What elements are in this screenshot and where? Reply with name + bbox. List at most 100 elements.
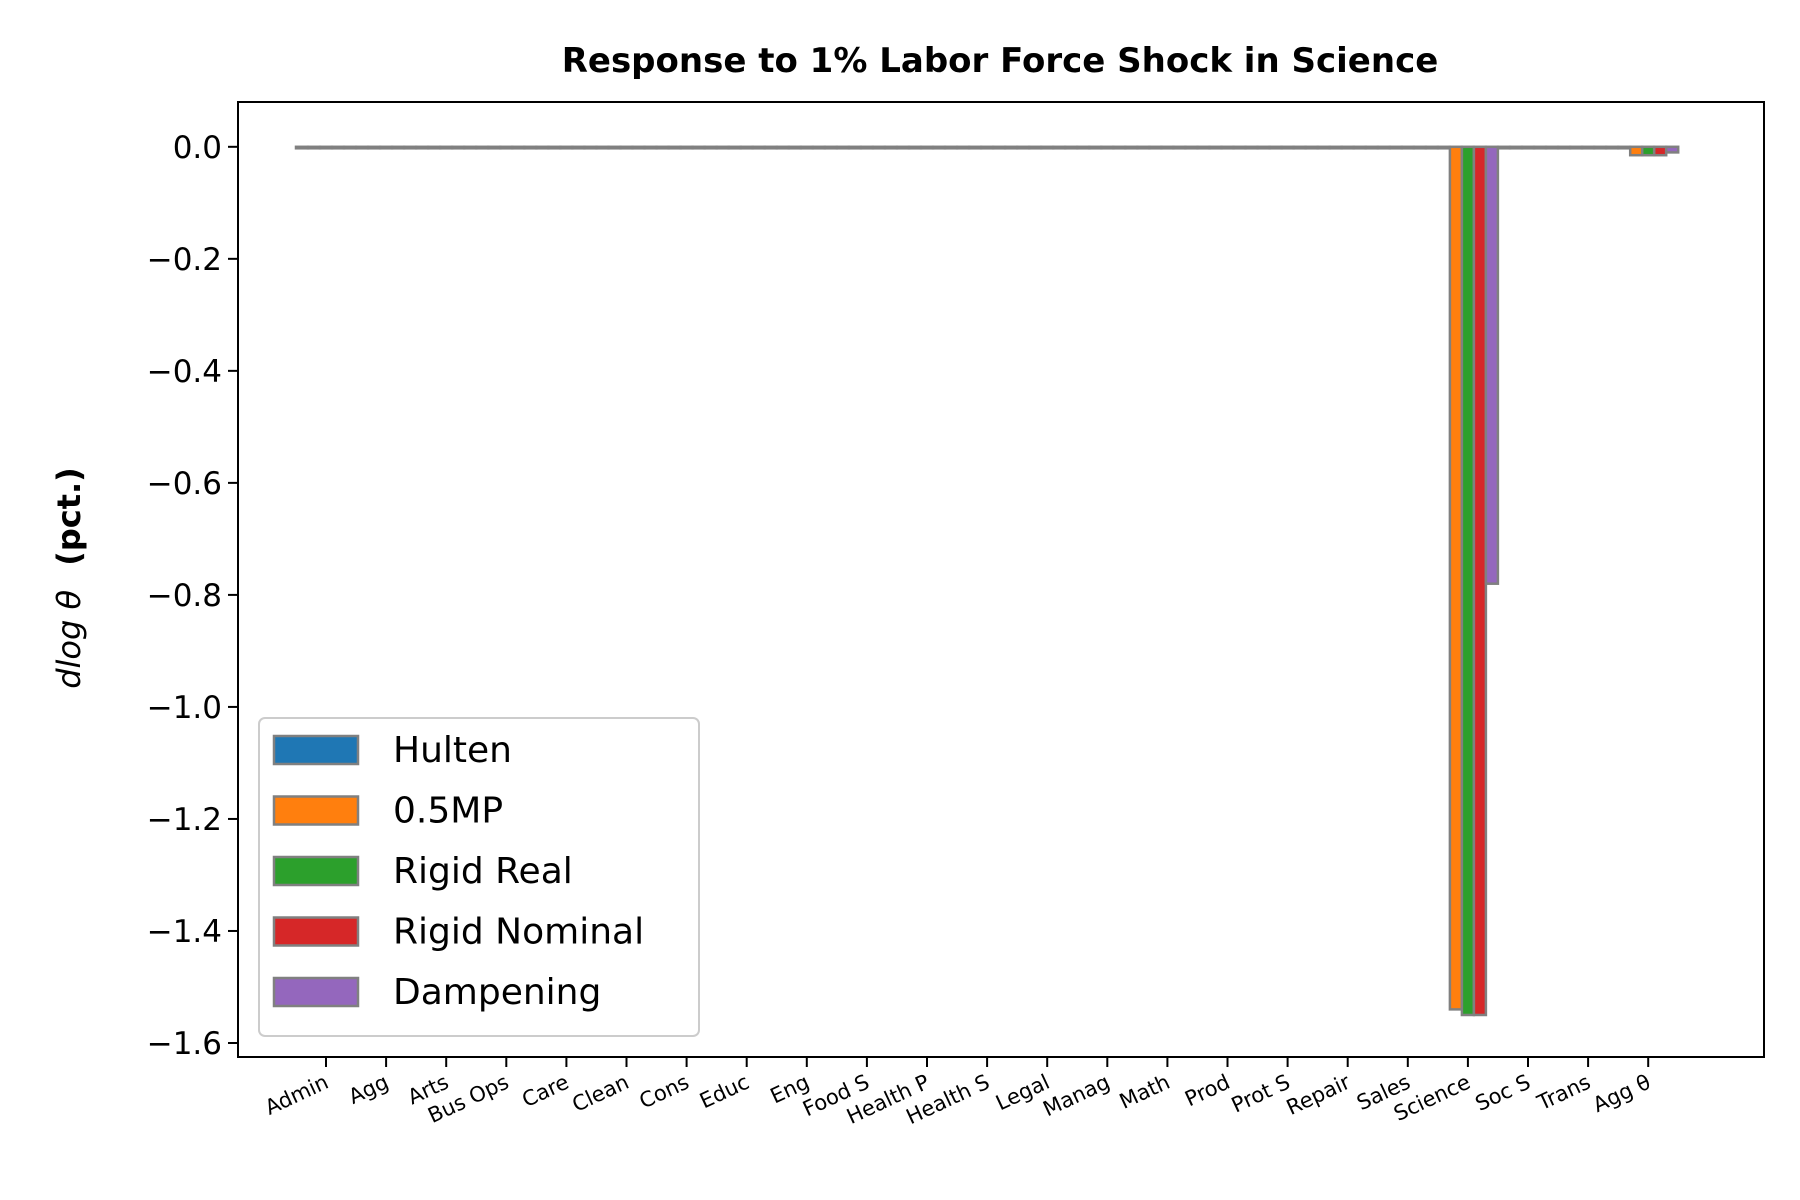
bar-rigid-nominal-trans (1592, 145, 1608, 150)
legend-swatch-hulten (272, 734, 360, 766)
y-tick-label: −0.2 (147, 242, 222, 278)
bar-dampening-math (1184, 145, 1199, 150)
bar-dampening-soc-s (1544, 145, 1560, 150)
bar-hulten-science (1436, 145, 1452, 150)
bar-hulten-eng (775, 145, 791, 150)
bar-hulten-cons (655, 145, 670, 150)
legend-swatch-rigid-nominal (272, 916, 360, 947)
bar-dampening-agg (402, 145, 418, 150)
bar-rigid-nominal-soc-s (1532, 145, 1548, 150)
y-tick-label: −0.6 (147, 466, 222, 502)
bar-rigid-nominal-eng (811, 145, 827, 150)
bar-rigid-real-health-s (979, 145, 995, 150)
bar-0-5mp-soc-s (1508, 145, 1524, 150)
bar-rigid-real-admin (318, 145, 334, 150)
bar-dampening-cons (703, 145, 718, 150)
axes-frame (237, 101, 1765, 1058)
y-axis-label-unit: (pct.) (50, 467, 88, 566)
bar-rigid-nominal-repair (1352, 145, 1367, 150)
bar-dampening-food-s (883, 145, 899, 150)
bar-rigid-nominal-prot-s (1292, 145, 1307, 150)
bar-rigid-nominal-arts (450, 145, 466, 150)
legend-label-rigid-real: Rigid Real (393, 851, 573, 892)
bar-rigid-real-agg- (1640, 145, 1656, 157)
bar-hulten-bus-ops (475, 145, 490, 150)
bar-rigid-nominal-admin (330, 145, 346, 150)
bar-rigid-real-educ (739, 145, 754, 150)
bar-hulten-sales (1376, 145, 1392, 150)
legend-label-rigid-nominal: Rigid Nominal (393, 912, 644, 953)
bar-hulten-trans (1556, 145, 1572, 150)
bar-0-5mp-legal (1027, 145, 1043, 150)
bar-dampening-sales (1424, 145, 1440, 150)
chart-title: Response to 1% Labor Force Shock in Scie… (562, 41, 1439, 81)
bar-0-5mp-health-s (967, 145, 983, 150)
bar-dampening-clean (643, 145, 658, 150)
bar-dampening-legal (1063, 145, 1079, 150)
bar-hulten-soc-s (1496, 145, 1512, 150)
bar-hulten-prod (1196, 145, 1211, 150)
y-tick-label: −1.6 (147, 1026, 222, 1062)
bar-rigid-real-bus-ops (499, 145, 514, 150)
bar-rigid-nominal-prod (1232, 145, 1247, 150)
bar-rigid-real-math (1160, 145, 1175, 150)
bar-rigid-nominal-bus-ops (511, 145, 526, 150)
bar-0-5mp-trans (1568, 145, 1584, 150)
bar-hulten-food-s (835, 145, 851, 150)
legend-box (258, 717, 700, 1037)
bar-0-5mp-math (1148, 145, 1163, 150)
bar-0-5mp-prod (1208, 145, 1223, 150)
bar-dampening-educ (763, 145, 778, 150)
bar-rigid-nominal-agg (390, 145, 406, 150)
bar-hulten-educ (715, 145, 730, 150)
bar-rigid-real-health-p (919, 145, 935, 150)
legend: Hulten 0.5MP Rigid Real Rigid Nominal Dampen… (258, 717, 700, 1037)
bar-hulten-arts (414, 145, 430, 150)
bar-dampening-bus-ops (523, 145, 538, 150)
y-tick-label: −1.0 (147, 690, 222, 726)
bar-dampening-manag (1124, 145, 1139, 150)
y-tick-label: −1.2 (147, 802, 222, 838)
bar-0-5mp-eng (787, 145, 803, 150)
bar-rigid-nominal-sales (1412, 145, 1428, 150)
bar-rigid-nominal-science (1472, 145, 1488, 1017)
bar-rigid-real-science (1460, 145, 1476, 1017)
y-tick-label: −1.4 (147, 914, 222, 950)
bar-rigid-nominal-food-s (871, 145, 887, 150)
bar-0-5mp-sales (1388, 145, 1404, 150)
bar-dampening-science (1484, 145, 1500, 585)
bar-rigid-nominal-manag (1112, 145, 1127, 150)
bar-rigid-nominal-cons (691, 145, 706, 150)
bar-rigid-nominal-legal (1051, 145, 1067, 150)
bar-dampening-care (583, 145, 598, 150)
bar-dampening-health-p (943, 145, 959, 150)
bar-dampening-eng (823, 145, 839, 150)
bar-hulten-legal (1015, 145, 1031, 150)
bar-0-5mp-repair (1328, 145, 1343, 150)
bar-0-5mp-educ (727, 145, 742, 150)
bar-0-5mp-health-p (907, 145, 923, 150)
bar-dampening-health-s (1003, 145, 1019, 150)
y-axis: 0.0 −0.2 −0.4 −0.6 −0.8 −1.0 −1.2 −1.4 −1.6 (147, 130, 238, 1062)
bar-hulten-agg- (1616, 145, 1632, 150)
bar-hulten-care (535, 145, 550, 150)
bar-0-5mp-arts (426, 145, 442, 150)
bar-hulten-health-s (955, 145, 971, 150)
bar-hulten-manag (1076, 145, 1091, 150)
bar-0-5mp-agg (366, 145, 382, 150)
bar-rigid-real-arts (438, 145, 454, 150)
bar-dampening-admin (342, 145, 358, 150)
y-tick-label: −0.8 (147, 578, 222, 614)
bar-dampening-agg- (1664, 145, 1680, 154)
bar-rigid-real-soc-s (1520, 145, 1536, 150)
bar-0-5mp-admin (306, 145, 322, 150)
bar-rigid-real-sales (1400, 145, 1416, 150)
bar-rigid-real-manag (1100, 145, 1115, 150)
bar-0-5mp-bus-ops (487, 145, 502, 150)
bar-rigid-real-prod (1220, 145, 1235, 150)
y-axis-label: dlog θ (pct.) (50, 467, 88, 689)
bar-rigid-real-repair (1340, 145, 1355, 150)
y-tick-label: 0.0 (173, 130, 222, 166)
bar-rigid-nominal-health-p (931, 145, 947, 150)
bar-0-5mp-care (547, 145, 562, 150)
